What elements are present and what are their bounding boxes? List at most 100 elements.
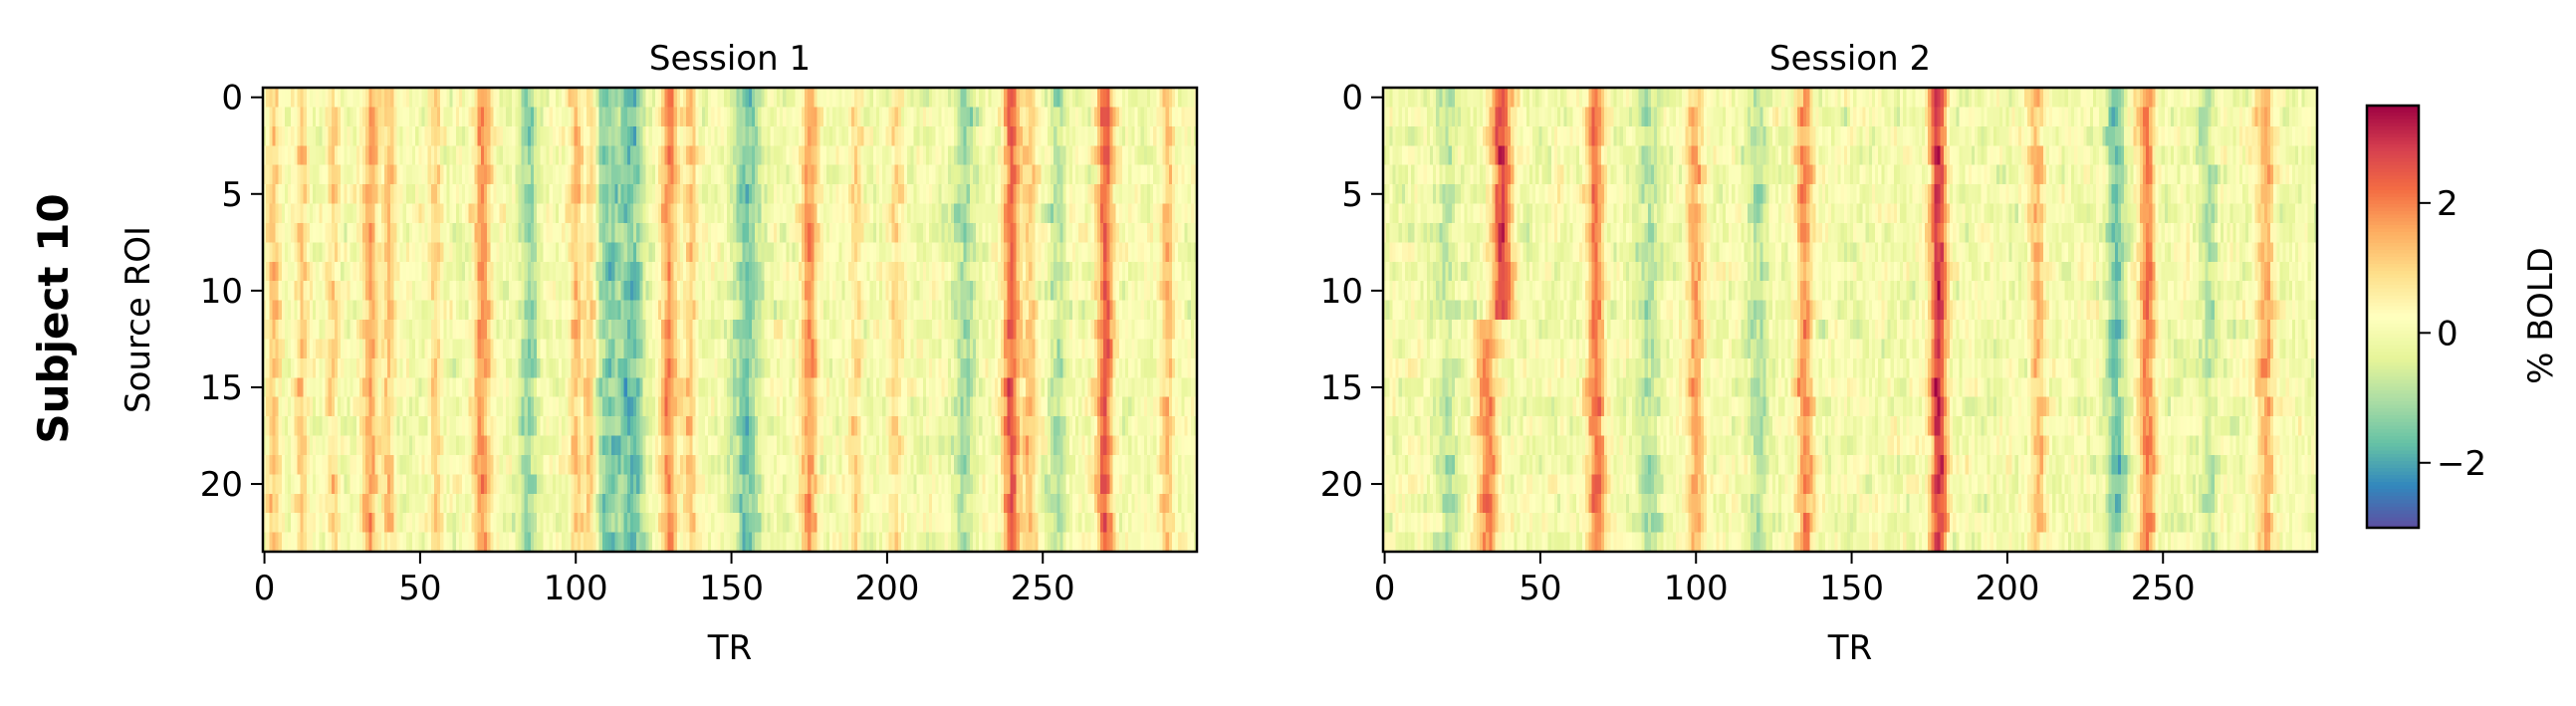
heatmap-cell xyxy=(773,164,778,185)
heatmap-cell xyxy=(309,242,314,263)
heatmap-cell xyxy=(1084,261,1089,282)
heatmap-cell xyxy=(614,222,619,243)
heatmap-cell xyxy=(1093,88,1098,108)
heatmap-cell xyxy=(350,164,354,185)
heatmap-cell xyxy=(408,203,413,224)
heatmap-cell xyxy=(427,125,432,146)
heatmap-cell xyxy=(875,88,880,108)
heatmap-cell xyxy=(1035,88,1040,108)
heatmap-cell xyxy=(347,261,351,282)
heatmap-cell xyxy=(577,164,582,185)
heatmap-cell xyxy=(941,145,946,166)
heatmap-cell xyxy=(761,222,765,243)
heatmap-cell xyxy=(1106,184,1111,204)
heatmap-cell xyxy=(1051,242,1054,263)
heatmap-cell xyxy=(534,184,538,204)
heatmap-cell xyxy=(555,164,560,185)
heatmap-cell xyxy=(673,125,678,146)
heatmap-cell xyxy=(866,184,871,204)
heatmap-cell xyxy=(493,222,498,243)
heatmap-cell xyxy=(1128,222,1132,243)
heatmap-cell xyxy=(686,125,690,146)
heatmap-cell xyxy=(415,203,419,224)
heatmap-cell xyxy=(496,88,501,108)
heatmap-cell xyxy=(341,88,345,108)
heatmap-cell xyxy=(580,203,585,224)
heatmap-cell xyxy=(888,164,893,185)
heatmap-cell xyxy=(275,184,280,204)
heatmap-cell xyxy=(770,222,775,243)
heatmap-session-1: Session 10 50 100 150 200 250TR05101520Source… xyxy=(118,39,1199,668)
heatmap-cell xyxy=(786,145,791,166)
heatmap-cell xyxy=(960,261,965,282)
heatmap-cell xyxy=(689,164,694,185)
heatmap-cell xyxy=(1047,107,1052,127)
heatmap-cell xyxy=(446,261,451,282)
heatmap-cell xyxy=(1178,164,1182,185)
heatmap-cell xyxy=(1071,203,1076,224)
heatmap-cell xyxy=(1100,145,1104,166)
heatmap-cell xyxy=(1056,125,1061,146)
heatmap-cell xyxy=(798,261,803,282)
heatmap-cell xyxy=(658,222,662,243)
heatmap-cell xyxy=(835,184,840,204)
heatmap-cell xyxy=(1022,125,1027,146)
heatmap-cell xyxy=(748,281,753,301)
heatmap-cell xyxy=(537,164,541,185)
heatmap-cell xyxy=(723,145,728,166)
heatmap-cell xyxy=(739,145,744,166)
heatmap-cell xyxy=(919,184,924,204)
heatmap-cell xyxy=(723,261,728,282)
heatmap-cell xyxy=(869,125,874,146)
heatmap-cell xyxy=(350,281,354,301)
heatmap-cell xyxy=(462,107,466,127)
heatmap-cell xyxy=(847,107,852,127)
heatmap-cell xyxy=(1178,203,1182,224)
heatmap-cell xyxy=(994,222,999,243)
heatmap-cell xyxy=(540,107,544,127)
heatmap-cell xyxy=(730,164,734,185)
heatmap-cell xyxy=(698,261,703,282)
heatmap-cell xyxy=(776,281,781,301)
heatmap-cell xyxy=(994,281,999,301)
heatmap-cell xyxy=(944,281,949,301)
heatmap-cell xyxy=(844,261,849,282)
heatmap-cell xyxy=(786,164,791,185)
heatmap-cell xyxy=(698,107,703,127)
heatmap-cell xyxy=(499,107,504,127)
heatmap-cell xyxy=(559,125,563,146)
heatmap-cell xyxy=(642,125,647,146)
heatmap-cell xyxy=(1084,184,1089,204)
heatmap-cell xyxy=(518,184,523,204)
heatmap-cell xyxy=(490,242,494,263)
heatmap-cell xyxy=(882,261,886,282)
heatmap-cell xyxy=(1140,281,1145,301)
heatmap-cell xyxy=(555,88,560,108)
heatmap-cell xyxy=(355,145,360,166)
heatmap-cell xyxy=(474,125,479,146)
heatmap-cell xyxy=(910,125,915,146)
heatmap-cell xyxy=(789,88,794,108)
heatmap-cell xyxy=(399,88,404,108)
heatmap-cell xyxy=(601,261,606,282)
heatmap-cell xyxy=(288,88,292,108)
heatmap-cell xyxy=(322,300,327,321)
heatmap-cell xyxy=(686,203,690,224)
heatmap-cell xyxy=(269,107,273,127)
heatmap-cell xyxy=(383,125,388,146)
heatmap-cell xyxy=(437,107,441,127)
heatmap-cell xyxy=(1178,125,1182,146)
heatmap-cell xyxy=(604,145,609,166)
heatmap-cell xyxy=(717,242,722,263)
heatmap-cell xyxy=(814,203,819,224)
heatmap-cell xyxy=(300,203,305,224)
heatmap-cell xyxy=(309,164,314,185)
heatmap-cell xyxy=(764,164,769,185)
heatmap-cell xyxy=(362,107,366,127)
heatmap-cell xyxy=(963,261,968,282)
heatmap-cell xyxy=(408,242,413,263)
heatmap-cell xyxy=(1004,222,1008,243)
heatmap-cell xyxy=(832,88,836,108)
heatmap-cell xyxy=(1096,261,1101,282)
heatmap-cell xyxy=(362,242,366,263)
